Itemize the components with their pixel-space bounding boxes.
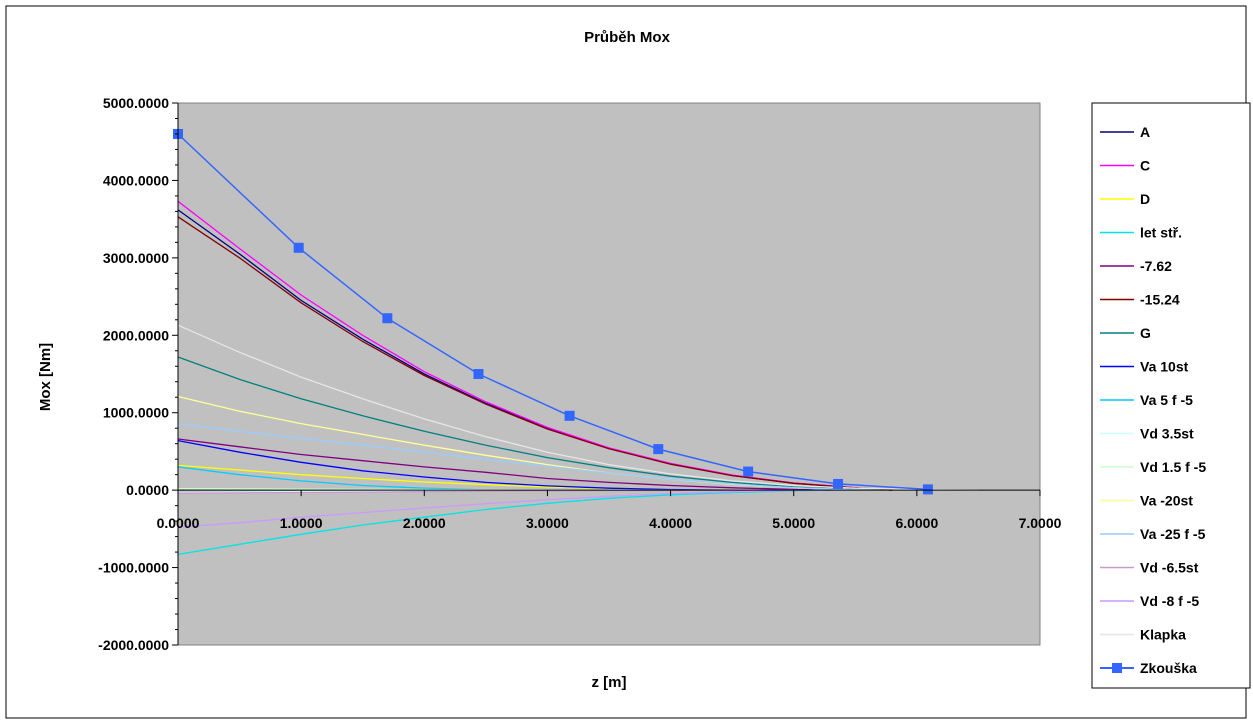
y-tick-label: -1000.0000 bbox=[98, 560, 169, 576]
legend-label: -15.24 bbox=[1140, 292, 1180, 308]
legend-item: G bbox=[1100, 325, 1151, 341]
series-line bbox=[177, 438, 831, 491]
legend-item: D bbox=[1100, 191, 1150, 207]
series-group bbox=[177, 439, 733, 491]
legend-item: Vd 3.5st bbox=[1100, 426, 1194, 442]
legend-label: Vd -8 f -5 bbox=[1140, 593, 1199, 609]
legend-item: Zkouška bbox=[1100, 660, 1197, 676]
y-axis-label: Mox [Nm] bbox=[37, 343, 54, 411]
legend-item: A bbox=[1100, 124, 1150, 140]
legend-item: Va -20st bbox=[1100, 493, 1193, 509]
series-line bbox=[177, 489, 831, 556]
legend-item: Va 10st bbox=[1100, 359, 1189, 375]
legend-label: Vd 3.5st bbox=[1140, 426, 1194, 442]
legend-item: -7.62 bbox=[1100, 258, 1172, 274]
legend-item: Vd -8 f -5 bbox=[1100, 593, 1199, 609]
legend-label: Klapka bbox=[1140, 627, 1186, 643]
legend-item: Klapka bbox=[1100, 627, 1186, 643]
legend-label: Vd -6.5st bbox=[1140, 560, 1199, 576]
legend-label: Zkouška bbox=[1140, 660, 1197, 676]
chart-title: Průběh Mox bbox=[584, 29, 670, 46]
series-line bbox=[177, 324, 979, 491]
series-line bbox=[177, 216, 893, 491]
legend-label: -7.62 bbox=[1140, 258, 1172, 274]
data-point-marker bbox=[833, 478, 844, 489]
plot-layer bbox=[173, 128, 979, 556]
legend-label: let stř. bbox=[1140, 225, 1182, 241]
axes-layer: 5000.0000 4000.0000 3000.0000 2000.0000 1000… bbox=[98, 95, 1061, 653]
legend-label: Va -25 f -5 bbox=[1140, 526, 1206, 542]
data-point-marker bbox=[564, 410, 575, 421]
data-point-marker bbox=[473, 369, 484, 379]
x-tick-label: 5.0000 bbox=[772, 515, 815, 531]
series-group bbox=[177, 324, 979, 491]
data-point-marker bbox=[922, 484, 933, 495]
series-group bbox=[177, 438, 831, 491]
legend-label: Vd 1.5 f -5 bbox=[1140, 459, 1206, 475]
legend-item: Va -25 f -5 bbox=[1100, 526, 1206, 542]
legend-item: -15.24 bbox=[1100, 292, 1180, 308]
legend-label: Va -20st bbox=[1140, 493, 1193, 509]
x-tick-label: 4.0000 bbox=[649, 515, 692, 531]
y-tick-label: 5000.0000 bbox=[103, 95, 169, 111]
legend-item: let stř. bbox=[1100, 225, 1182, 241]
legend-label: Va 10st bbox=[1140, 359, 1189, 375]
data-point-marker bbox=[293, 242, 304, 253]
series-group bbox=[177, 356, 880, 491]
x-tick-label: 2.0000 bbox=[403, 515, 446, 531]
legend-label: D bbox=[1140, 191, 1150, 207]
y-tick-label: 3000.0000 bbox=[103, 250, 169, 266]
x-tick-label: 6.0000 bbox=[895, 515, 938, 531]
legend-item: C bbox=[1100, 158, 1150, 174]
series-group bbox=[177, 489, 831, 556]
series-group bbox=[177, 422, 880, 491]
data-point-marker bbox=[743, 466, 754, 477]
series-group bbox=[177, 216, 893, 491]
legend-item: Va 5 f -5 bbox=[1100, 392, 1193, 408]
legend-box bbox=[1091, 102, 1251, 689]
x-axis-label: z [m] bbox=[592, 674, 627, 691]
series-line bbox=[177, 489, 831, 528]
x-tick-label: 0.0000 bbox=[157, 515, 200, 531]
y-tick-label: 2000.0000 bbox=[103, 327, 169, 343]
x-tick-label: 7.0000 bbox=[1019, 515, 1062, 531]
plot-area bbox=[177, 102, 1041, 646]
legend-label: C bbox=[1140, 158, 1150, 174]
y-tick-label: 1000.0000 bbox=[103, 405, 169, 421]
x-tick-label: 3.0000 bbox=[526, 515, 569, 531]
series-line bbox=[177, 422, 880, 491]
data-point-marker bbox=[382, 313, 393, 324]
x-tick-label: 1.0000 bbox=[280, 515, 323, 531]
data-point-marker bbox=[653, 444, 664, 455]
y-tick-label: 0.0000 bbox=[126, 482, 169, 498]
series-line bbox=[177, 356, 880, 491]
legend-label: A bbox=[1140, 124, 1150, 140]
legend-item: Vd 1.5 f -5 bbox=[1100, 459, 1206, 475]
legend-item: Vd -6.5st bbox=[1100, 560, 1199, 576]
legend-label: G bbox=[1140, 325, 1151, 341]
series-group bbox=[177, 489, 831, 528]
series-line bbox=[177, 439, 733, 491]
legend-label: Va 5 f -5 bbox=[1140, 392, 1193, 408]
legend-marker bbox=[1112, 663, 1122, 673]
y-tick-label: 4000.0000 bbox=[103, 172, 169, 188]
y-tick-label: -2000.0000 bbox=[98, 637, 169, 653]
